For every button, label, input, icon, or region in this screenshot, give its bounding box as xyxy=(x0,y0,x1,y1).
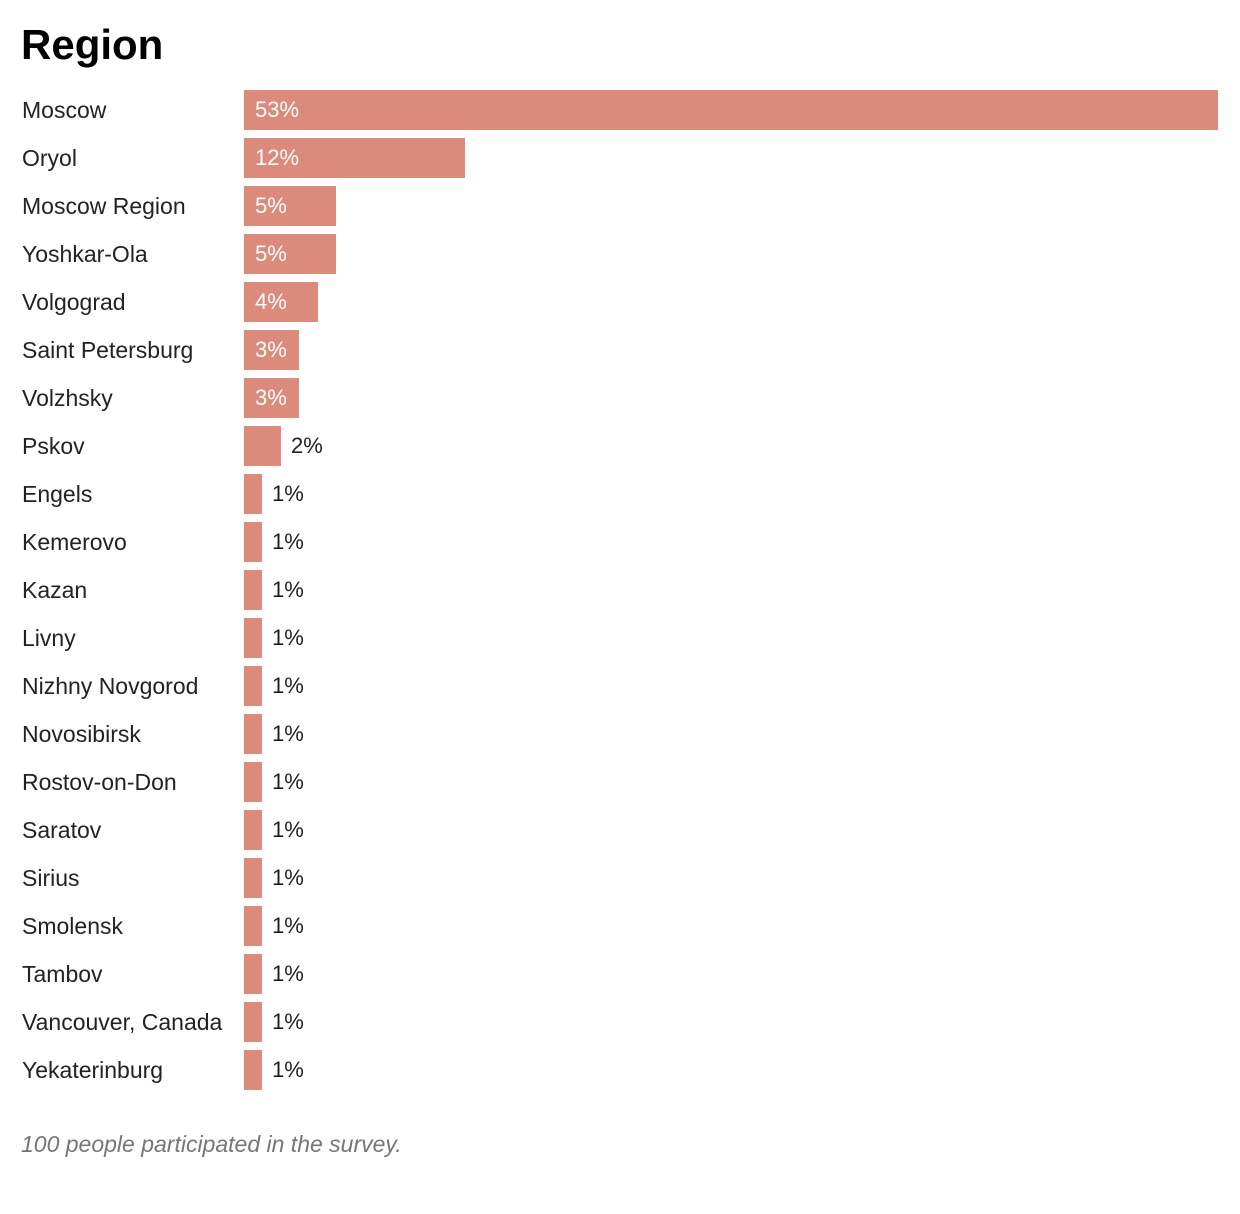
value-label: 1% xyxy=(272,481,304,506)
category-label: Livny xyxy=(22,625,76,651)
value-label: 1% xyxy=(272,817,304,842)
bar-row: Novosibirsk 1% xyxy=(0,714,1240,754)
bar-row: Oryol 12% xyxy=(0,138,1240,178)
bar xyxy=(244,810,262,850)
value-label: 1% xyxy=(272,1057,304,1082)
bar xyxy=(244,570,262,610)
value-label: 5% xyxy=(255,241,287,266)
value-label: 3% xyxy=(255,337,287,362)
category-label: Pskov xyxy=(22,433,85,459)
category-label: Oryol xyxy=(22,145,77,171)
value-label: 1% xyxy=(272,1009,304,1034)
category-label: Saratov xyxy=(22,817,102,843)
value-label: 2% xyxy=(291,433,323,458)
category-label: Yoshkar-Ola xyxy=(22,241,148,267)
bar xyxy=(244,282,318,322)
bar xyxy=(244,138,465,178)
bar-row: Moscow Region 5% xyxy=(0,186,1240,226)
bar xyxy=(244,618,262,658)
category-label: Tambov xyxy=(22,961,103,987)
bar xyxy=(244,378,299,418)
bar xyxy=(244,90,1218,130)
bar-row: Moscow 53% xyxy=(0,90,1240,130)
category-label: Yekaterinburg xyxy=(22,1057,164,1083)
bar-row: Kemerovo 1% xyxy=(0,522,1240,562)
bar-row: Livny 1% xyxy=(0,618,1240,658)
value-label: 1% xyxy=(272,865,304,890)
category-label: Nizhny Novgorod xyxy=(22,673,199,699)
category-label: Smolensk xyxy=(22,913,123,939)
category-label: Novosibirsk xyxy=(22,721,141,747)
bar-row: Yoshkar-Ola 5% xyxy=(0,234,1240,274)
bar xyxy=(244,330,299,370)
category-label: Kemerovo xyxy=(22,529,127,555)
value-label: 1% xyxy=(272,577,304,602)
bar xyxy=(244,666,262,706)
bar xyxy=(244,234,336,274)
bar-row: Sirius 1% xyxy=(0,858,1240,898)
bar xyxy=(244,1050,262,1090)
bar xyxy=(244,522,262,562)
chart-title: Region xyxy=(21,21,164,68)
category-label: Rostov-on-Don xyxy=(22,769,177,795)
category-label: Kazan xyxy=(22,577,88,603)
bar xyxy=(244,858,262,898)
value-label: 5% xyxy=(255,193,287,218)
value-label: 1% xyxy=(272,721,304,746)
bar-row: Saint Petersburg 3% xyxy=(0,330,1240,370)
bar xyxy=(244,474,262,514)
category-label: Volzhsky xyxy=(22,385,113,411)
bar-row: Volgograd 4% xyxy=(0,282,1240,322)
bar xyxy=(244,762,262,802)
value-label: 1% xyxy=(272,769,304,794)
category-label: Moscow xyxy=(22,97,107,123)
category-label: Sirius xyxy=(22,865,80,891)
bar-row: Yekaterinburg 1% xyxy=(0,1050,1240,1090)
bar xyxy=(244,186,336,226)
bar-row: Smolensk 1% xyxy=(0,906,1240,946)
value-label: 12% xyxy=(255,145,300,170)
category-label: Engels xyxy=(22,481,93,507)
value-label: 53% xyxy=(255,97,300,122)
category-label: Moscow Region xyxy=(22,193,186,219)
bar-row: Volzhsky 3% xyxy=(0,378,1240,418)
bar xyxy=(244,426,281,466)
value-label: 1% xyxy=(272,625,304,650)
bar-row: Pskov 2% xyxy=(0,426,1240,466)
category-label: Vancouver, Canada xyxy=(22,1009,223,1035)
bar-row: Tambov 1% xyxy=(0,954,1240,994)
bar xyxy=(244,906,262,946)
value-label: 1% xyxy=(272,529,304,554)
bar-row: Saratov 1% xyxy=(0,810,1240,850)
bar xyxy=(244,954,262,994)
value-label: 4% xyxy=(255,289,287,314)
value-label: 3% xyxy=(255,385,287,410)
survey-note: 100 people participated in the survey. xyxy=(21,1131,402,1157)
value-label: 1% xyxy=(272,673,304,698)
value-label: 1% xyxy=(272,961,304,986)
category-label: Volgograd xyxy=(22,289,126,315)
value-label: 1% xyxy=(272,913,304,938)
bar-row: Engels 1% xyxy=(0,474,1240,514)
bar-row: Rostov-on-Don 1% xyxy=(0,762,1240,802)
bar xyxy=(244,714,262,754)
category-label: Saint Petersburg xyxy=(22,337,194,363)
bar-row: Vancouver, Canada 1% xyxy=(0,1002,1240,1042)
bar-row: Nizhny Novgorod 1% xyxy=(0,666,1240,706)
bar xyxy=(244,1002,262,1042)
bar-row: Kazan 1% xyxy=(0,570,1240,610)
